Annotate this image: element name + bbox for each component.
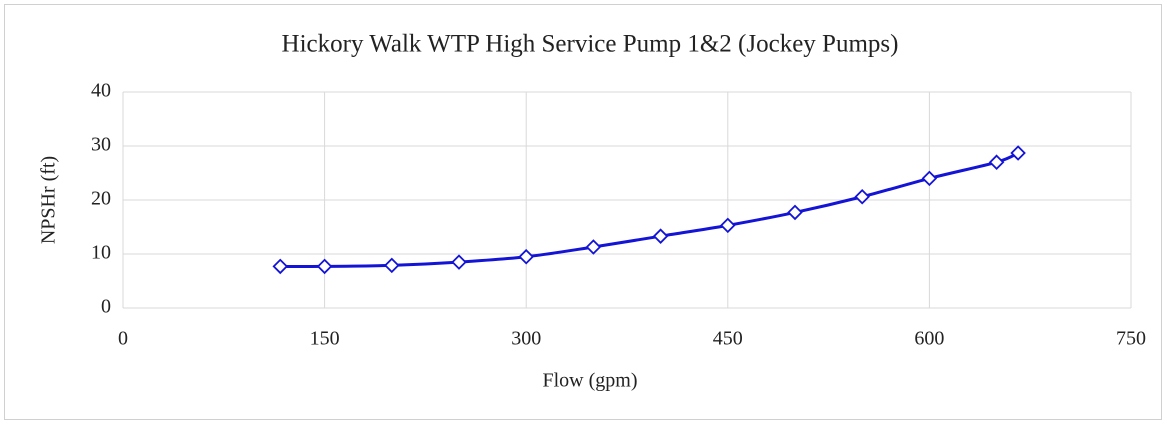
y-tick-label: 30	[91, 134, 111, 156]
chart-border	[4, 4, 1162, 420]
data-point	[921, 170, 938, 187]
x-axis-label: Flow (gpm)	[543, 370, 638, 392]
y-axis-label: NPSHr (ft)	[38, 156, 60, 244]
x-tick-label: 150	[310, 328, 340, 350]
x-tick-label: 750	[1116, 328, 1146, 350]
data-point	[720, 217, 736, 234]
data-point	[652, 228, 669, 244]
y-tick-label: 0	[101, 296, 111, 318]
data-point	[787, 204, 803, 221]
data-point	[451, 254, 467, 270]
x-tick-label: 300	[511, 328, 541, 350]
chart-title: Hickory Walk WTP High Service Pump 1&2 (…	[282, 31, 899, 58]
data-point	[384, 257, 400, 274]
data-point	[518, 248, 534, 265]
data-point	[272, 258, 289, 275]
data-point	[988, 154, 1005, 170]
data-point	[585, 239, 602, 255]
y-tick-label: 40	[91, 80, 111, 102]
y-tick-label: 10	[91, 242, 111, 264]
y-tick-label: 20	[91, 188, 111, 210]
data-point	[1010, 145, 1026, 161]
data-point	[316, 258, 333, 275]
x-tick-label: 450	[713, 328, 743, 350]
x-tick-label: 600	[914, 328, 944, 350]
x-tick-label: 0	[118, 328, 128, 350]
data-point	[854, 188, 870, 205]
